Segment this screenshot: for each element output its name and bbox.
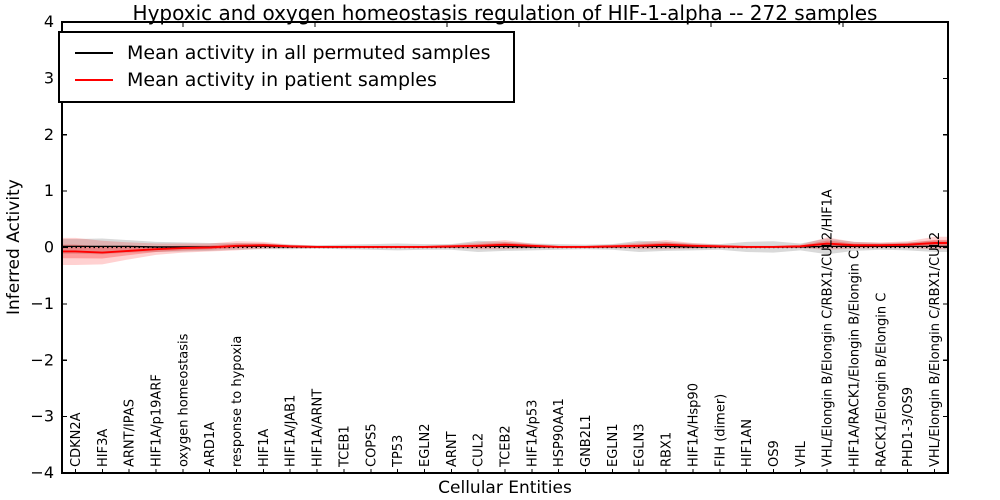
y-tick-label: −3 [30,407,54,426]
patient-inner-band [62,239,948,259]
x-category-label: VHL/Elongin B/Elongin C/RBX1/CUL2/HIF1A [821,189,836,467]
y-tick-label: 3 [44,68,54,87]
x-category-label: TCEB1 [337,425,352,468]
permuted-line-swatch [75,51,113,54]
x-category-label: COPS5 [364,423,379,467]
x-category-label: CDKN2A [69,412,84,467]
x-category-label: response to hypoxia [230,336,245,467]
x-category-label: TP53 [391,435,406,468]
chart-title: Hypoxic and oxygen homeostasis regulatio… [132,1,878,25]
patient-line-swatch [75,78,113,81]
y-tick-label: −4 [30,463,54,482]
x-category-label: OS9 [767,440,782,467]
x-category-label: PHD1-3/OS9 [901,387,916,467]
x-category-label: EGLN1 [606,423,621,467]
x-category-label: ARNT/IPAS [123,399,138,467]
x-category-label: VHL [794,440,809,467]
legend-item-patient: Mean activity in patient samples [60,66,513,93]
permuted-mean-line [62,245,948,248]
x-category-label: HIF1A/JAB1 [284,395,299,467]
x-category-label: HIF1A/RACK1/Elongin B/Elongin C [848,250,863,467]
legend-label-patient: Mean activity in patient samples [127,68,437,91]
x-category-label: HIF1A/p19ARF [149,374,164,467]
y-tick-label: 2 [44,125,54,144]
x-category-label: ARD1A [203,422,218,467]
x-category-label: VHL/Elongin B/Elongin C/RBX1/CUL2 [928,232,943,467]
x-category-label: HIF1A [257,429,272,467]
y-tick-label: −2 [30,350,54,369]
x-category-label: RBX1 [660,432,675,467]
x-category-label: HIF1A/p53 [525,400,540,467]
legend-item-permuted: Mean activity in all permuted samples [60,39,513,66]
legend: Mean activity in all permuted samples Me… [58,31,515,103]
x-category-label: oxygen homeostasis [176,333,191,467]
patient-std-band [62,236,948,265]
y-tick-label: 1 [44,181,54,200]
x-category-label: GNB2L1 [579,414,594,467]
legend-label-permuted: Mean activity in all permuted samples [127,41,491,64]
y-tick-label: −1 [30,294,54,313]
x-category-label: EGLN2 [418,423,433,467]
x-category-label: HIF1A/ARNT [311,389,326,467]
x-category-label: RACK1/Elongin B/Elongin C [874,293,889,467]
patient-mean-line [62,242,948,254]
x-category-label: HIF1AN [740,419,755,467]
x-category-label: ARNT [445,431,460,467]
y-tick-label: 4 [44,12,54,31]
x-category-label: CUL2 [472,433,487,467]
y-axis-label: Inferred Activity [4,179,24,315]
x-category-label: TCEB2 [499,425,514,468]
x-category-label: EGLN3 [633,423,648,467]
x-category-label: FIH (dimer) [713,394,728,467]
x-category-label: HIF3A [96,429,111,467]
x-category-label: HSP90AA1 [552,398,567,467]
x-category-label: HIF1A/Hsp90 [686,383,701,467]
y-tick-label: 0 [44,238,54,257]
x-axis-label: Cellular Entities [438,478,572,498]
